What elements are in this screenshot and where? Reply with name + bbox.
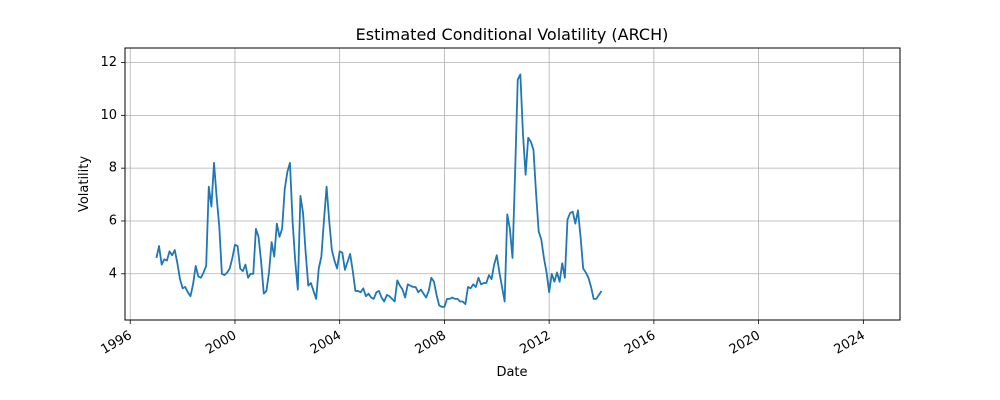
plot-frame — [124, 47, 901, 321]
y-tick-label: 8 — [109, 161, 117, 176]
series-layer — [155, 73, 603, 308]
x-axis-title: Date — [496, 365, 527, 380]
chart-title: Estimated Conditional Volatility (ARCH) — [356, 25, 669, 44]
y-axis-title: Volatility — [77, 156, 92, 212]
y-tick-label: 6 — [109, 213, 117, 228]
plot-area — [125, 48, 900, 320]
y-tick-label: 12 — [100, 55, 117, 70]
volatility-line — [155, 73, 603, 308]
y-axis: 4 6 8 10 12 — [100, 55, 125, 281]
y-tick-label: 10 — [100, 108, 117, 123]
y-tick-label: 4 — [109, 266, 117, 281]
